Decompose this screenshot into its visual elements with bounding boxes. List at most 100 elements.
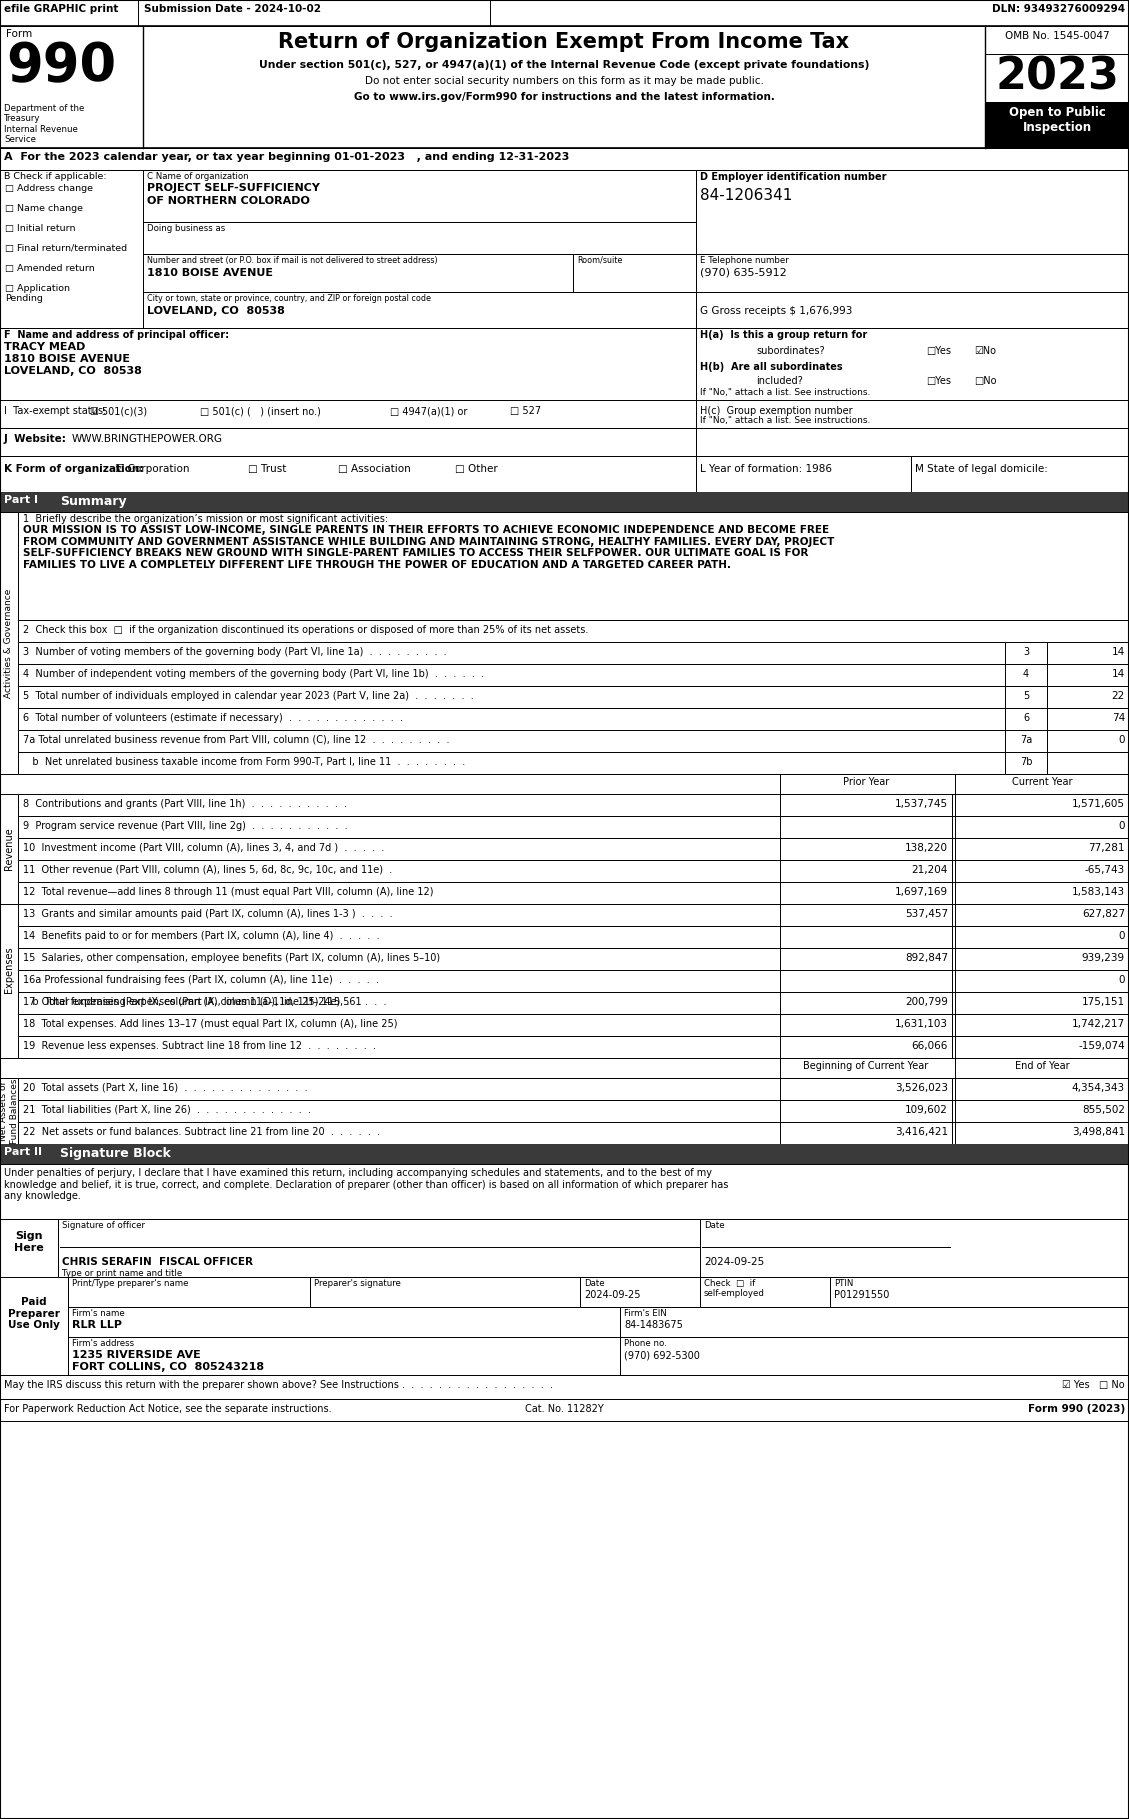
Bar xyxy=(1047,642,1129,664)
Text: 21  Total liabilities (Part X, line 26)  .  .  .  .  .  .  .  .  .  .  .  .  .: 21 Total liabilities (Part X, line 26) .… xyxy=(23,1104,310,1115)
Bar xyxy=(18,1037,1129,1059)
Text: □ Amended return: □ Amended return xyxy=(5,264,95,273)
Text: (970) 635-5912: (970) 635-5912 xyxy=(700,267,787,278)
Bar xyxy=(984,102,1129,147)
Bar xyxy=(0,1277,68,1375)
Bar xyxy=(18,620,1129,642)
Bar xyxy=(984,55,1129,102)
Text: Beginning of Current Year: Beginning of Current Year xyxy=(804,1060,929,1071)
Bar xyxy=(0,457,695,491)
Bar xyxy=(620,1308,1129,1337)
Text: End of Year: End of Year xyxy=(1015,1060,1069,1071)
Text: Preparer's signature: Preparer's signature xyxy=(314,1279,401,1288)
Bar xyxy=(955,904,1129,926)
Bar xyxy=(955,1122,1129,1144)
Text: Paid
Preparer
Use Only: Paid Preparer Use Only xyxy=(8,1297,60,1330)
Text: G Gross receipts $ 1,676,993: G Gross receipts $ 1,676,993 xyxy=(700,306,852,317)
Text: 7a Total unrelated business revenue from Part VIII, column (C), line 12  .  .  .: 7a Total unrelated business revenue from… xyxy=(23,735,449,746)
Bar xyxy=(955,860,1129,882)
Bar xyxy=(580,1277,700,1308)
Text: Type or print name and title: Type or print name and title xyxy=(62,1270,182,1279)
Text: ☑ Corporation: ☑ Corporation xyxy=(115,464,190,475)
Bar xyxy=(143,169,695,222)
Text: 5  Total number of individuals employed in calendar year 2023 (Part V, line 2a) : 5 Total number of individuals employed i… xyxy=(23,691,474,700)
Text: 1,583,143: 1,583,143 xyxy=(1071,888,1124,897)
Bar xyxy=(0,1375,1129,1399)
Text: 3,416,421: 3,416,421 xyxy=(895,1128,948,1137)
Text: 14: 14 xyxy=(1112,648,1124,657)
Text: □ Name change: □ Name change xyxy=(5,204,84,213)
Text: 627,827: 627,827 xyxy=(1082,910,1124,919)
Text: -65,743: -65,743 xyxy=(1085,866,1124,875)
Text: 6  Total number of volunteers (estimate if necessary)  .  .  .  .  .  .  .  .  .: 6 Total number of volunteers (estimate i… xyxy=(23,713,403,722)
Bar xyxy=(1005,751,1047,775)
Text: 1,697,169: 1,697,169 xyxy=(895,888,948,897)
Text: Under section 501(c), 527, or 4947(a)(1) of the Internal Revenue Code (except pr: Under section 501(c), 527, or 4947(a)(1)… xyxy=(259,60,869,69)
Text: H(b)  Are all subordinates: H(b) Are all subordinates xyxy=(700,362,842,373)
Bar xyxy=(780,860,952,882)
Bar xyxy=(695,427,1129,457)
Bar xyxy=(780,926,952,948)
Bar xyxy=(18,948,1129,970)
Text: Signature Block: Signature Block xyxy=(60,1148,170,1161)
Text: 2  Check this box  □  if the organization discontinued its operations or dispose: 2 Check this box □ if the organization d… xyxy=(23,626,588,635)
Bar xyxy=(780,839,952,860)
Text: K Form of organization:: K Form of organization: xyxy=(5,464,143,475)
Bar xyxy=(955,991,1129,1013)
Text: A  For the 2023 calendar year, or tax year beginning 01-01-2023   , and ending 1: A For the 2023 calendar year, or tax yea… xyxy=(5,153,569,162)
Bar xyxy=(780,817,952,839)
Bar xyxy=(0,327,695,400)
Text: 6: 6 xyxy=(1023,713,1029,722)
Text: Number and street (or P.O. box if mail is not delivered to street address): Number and street (or P.O. box if mail i… xyxy=(147,256,438,266)
Bar xyxy=(310,1277,580,1308)
Bar xyxy=(143,222,695,255)
Text: 10  Investment income (Part VIII, column (A), lines 3, 4, and 7d )  .  .  .  .  : 10 Investment income (Part VIII, column … xyxy=(23,842,384,853)
Text: C Name of organization: C Name of organization xyxy=(147,173,248,182)
Bar xyxy=(0,1277,1129,1375)
Bar xyxy=(780,970,952,991)
Bar xyxy=(955,817,1129,839)
Text: efile GRAPHIC print: efile GRAPHIC print xyxy=(5,4,119,15)
Bar xyxy=(780,795,952,817)
Bar xyxy=(0,1059,1129,1079)
Text: 1810 BOISE AVENUE: 1810 BOISE AVENUE xyxy=(147,267,273,278)
Bar xyxy=(780,1079,952,1100)
Bar xyxy=(700,1277,830,1308)
Text: Prior Year: Prior Year xyxy=(843,777,890,788)
Text: ☑ Yes   □ No: ☑ Yes □ No xyxy=(1062,1381,1124,1390)
Text: □ 4947(a)(1) or: □ 4947(a)(1) or xyxy=(390,406,467,417)
Text: 66,066: 66,066 xyxy=(911,1040,948,1051)
Bar xyxy=(18,511,1129,620)
Bar xyxy=(574,255,695,293)
Bar xyxy=(18,686,1129,708)
Bar xyxy=(18,904,1129,926)
Text: subordinates?: subordinates? xyxy=(756,346,824,357)
Bar xyxy=(18,664,1129,686)
Text: (970) 692-5300: (970) 692-5300 xyxy=(624,1350,700,1361)
Text: E Telephone number: E Telephone number xyxy=(700,256,789,266)
Bar xyxy=(1047,751,1129,775)
Text: Summary: Summary xyxy=(60,495,126,508)
Text: 22  Net assets or fund balances. Subtract line 21 from line 20  .  .  .  .  .  .: 22 Net assets or fund balances. Subtract… xyxy=(23,1128,380,1137)
Bar xyxy=(620,1337,1129,1375)
Text: 892,847: 892,847 xyxy=(904,953,948,962)
Text: 0: 0 xyxy=(1119,735,1124,746)
Text: □ Address change: □ Address change xyxy=(5,184,93,193)
Bar xyxy=(695,255,1129,293)
Bar xyxy=(18,708,1129,729)
Text: Go to www.irs.gov/Form990 for instructions and the latest information.: Go to www.irs.gov/Form990 for instructio… xyxy=(353,93,774,102)
Bar xyxy=(18,642,1129,664)
Text: If "No," attach a list. See instructions.: If "No," attach a list. See instructions… xyxy=(700,387,870,397)
Text: Phone no.: Phone no. xyxy=(624,1339,667,1348)
Bar xyxy=(984,25,1129,147)
Bar xyxy=(695,457,911,491)
Bar xyxy=(0,169,143,327)
Text: 21,204: 21,204 xyxy=(911,866,948,875)
Text: 77,281: 77,281 xyxy=(1088,842,1124,853)
Text: Date: Date xyxy=(704,1221,725,1230)
Text: 138,220: 138,220 xyxy=(905,842,948,853)
Text: Expenses: Expenses xyxy=(5,946,14,993)
Bar xyxy=(830,1277,1129,1308)
Bar xyxy=(0,1219,58,1277)
Text: 3,526,023: 3,526,023 xyxy=(895,1082,948,1093)
